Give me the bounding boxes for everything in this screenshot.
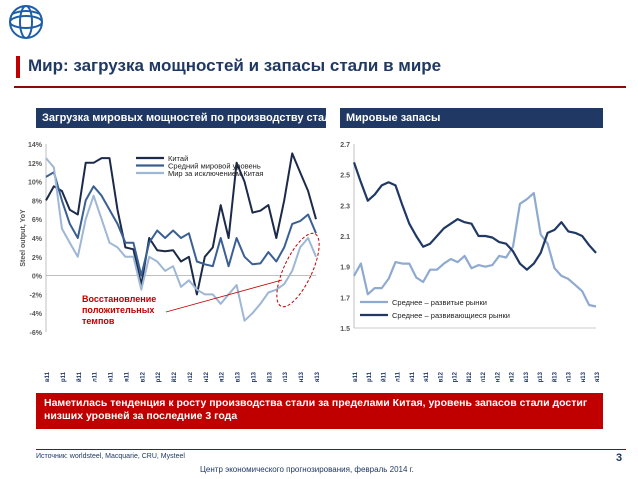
y-tick-label: -6% [30,330,43,337]
x-tick-label: Июл13 [283,371,289,382]
x-tick-label: Сен11 [410,371,416,382]
x-tick-label: Янв11 [45,371,51,382]
legend-label: Средний мировой уровень [168,162,261,171]
y-tick-label: -4% [30,311,43,318]
series-line-1 [45,152,317,296]
x-tick-label: Янв13 [236,371,242,382]
series-line-1 [353,191,597,308]
x-tick-label: Мар11 [61,371,67,382]
x-tick-label: Ноя12 [220,371,226,382]
y-tick-label: 12% [28,161,43,168]
y-tick-label: 2.3 [340,203,350,210]
x-tick-label: Июл11 [396,371,402,382]
left-panel-title: Загрузка мировых мощностей по производст… [36,108,326,128]
legend-label: Китай [168,154,188,163]
page-title: Мир: загрузка мощностей и запасы стали в… [28,56,442,75]
x-tick-label: Май11 [380,371,387,382]
y-tick-label: 2.1 [340,234,350,241]
legend-label: Среднее – развивающиеся рынки [392,311,510,320]
y-tick-label: 10% [28,180,43,187]
x-tick-label: Ноя12 [510,371,516,382]
x-tick-label: Сен11 [109,371,115,382]
x-tick-label: Мар12 [453,371,459,382]
x-tick-label: Янв12 [438,371,444,382]
recovery-highlight-ellipse [276,232,320,308]
x-tick-label: Сен13 [581,371,587,382]
y-tick-label: 1.7 [340,295,350,302]
steel-inventory-chart: 2.7 2.5 2.3 2.1 1.9 1.7 1.5 Янв11 Мар11 Май11 Июл1… [340,142,601,382]
x-tick-label: Сен12 [204,371,210,382]
annotation-text: Восстановление положительных темпов [82,294,156,326]
title-accent-bar [16,56,20,78]
x-tick-label: Ноя11 [424,371,430,382]
series-line-3 [45,157,317,322]
right-panel-title: Мировые запасы [340,108,603,128]
y-tick-label: 1.5 [340,326,350,333]
y-tick-label: -2% [30,292,43,299]
annotation-pointer [165,279,283,313]
x-tick-label: Сен13 [299,371,305,382]
x-tick-label: Янв11 [353,371,359,382]
x-tick-label: Мар12 [156,371,162,382]
y-tick-label: 1.9 [340,265,350,272]
footer-divider [36,449,626,450]
x-tick-label: Мар11 [367,371,373,382]
y-tick-label: 6% [32,217,43,224]
series-line-2 [352,162,597,271]
x-tick-label: Ноя13 [595,371,601,382]
x-tick-label: Май13 [266,371,273,382]
y-tick-label: 4% [32,236,43,243]
x-tick-label: Ноя11 [124,371,130,382]
x-tick-label: Ноя13 [315,371,321,382]
x-tick-label: Янв13 [524,371,530,382]
series-line-2 [45,171,317,277]
company-logo [9,5,43,39]
x-tick-label: Май11 [76,371,83,382]
y-tick-label: 0% [32,274,43,281]
x-tick-label: Июл12 [188,371,194,382]
page-number: 3 [616,452,623,464]
y-tick-label: 2% [32,255,43,262]
legend-label: Среднее – развитые рынки [392,298,487,307]
y-tick-label: 8% [32,198,43,205]
y-tick-label: 2.7 [340,142,350,149]
x-tick-label: Июл11 [93,371,99,382]
x-tick-label: Май13 [551,371,558,382]
y-tick-label: 14% [28,142,43,149]
x-tick-label: Июл12 [481,371,487,382]
conclusion-box: Наметилась тенденция к росту производств… [36,393,603,429]
x-tick-label: Мар13 [538,371,544,382]
footer-text: Центр экономического прогнозирования, фе… [200,465,414,474]
y-tick-label: 2.5 [340,173,350,180]
x-tick-label: Июл13 [567,371,573,382]
x-tick-label: Мар13 [251,371,257,382]
source-note: Источник: worldsteel, Macquarie, CRU, My… [36,453,185,460]
capacity-utilization-chart: 14% 12% 10% 8% 6% 4% 2% 0% -2% -4% -6% Янв11 Мар11 Ма… [20,142,321,382]
header-divider [14,86,626,88]
x-tick-label: Май12 [171,371,178,382]
x-tick-label: Май12 [466,371,473,382]
legend-label: Мир за исключением Китая [168,169,264,178]
x-tick-label: Сен12 [495,371,501,382]
x-tick-label: Янв12 [140,371,146,382]
y-axis-title: Steel output, YoY [20,209,27,267]
